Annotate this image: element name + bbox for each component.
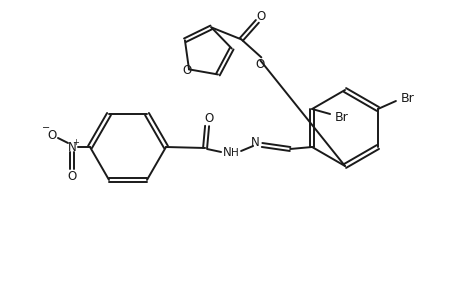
Text: O: O <box>47 128 56 142</box>
Text: Br: Br <box>400 92 414 104</box>
Text: O: O <box>67 170 77 184</box>
Text: N: N <box>250 136 259 148</box>
Text: −: − <box>42 123 50 133</box>
Text: H: H <box>231 148 238 158</box>
Text: O: O <box>204 112 213 124</box>
Text: O: O <box>182 64 191 77</box>
Text: O: O <box>256 10 265 23</box>
Text: O: O <box>255 58 264 71</box>
Text: +: + <box>73 137 79 146</box>
Text: Br: Br <box>335 110 348 124</box>
Text: N: N <box>222 146 231 158</box>
Text: N: N <box>67 140 76 154</box>
